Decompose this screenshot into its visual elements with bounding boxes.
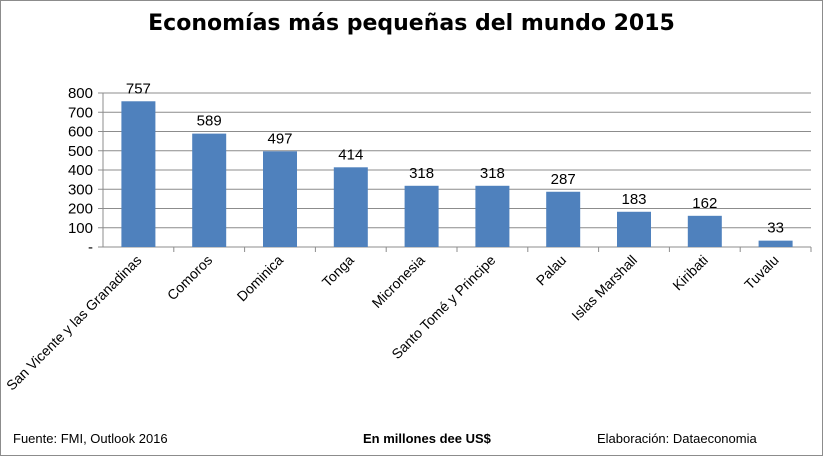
chart-title: Economías más pequeñas del mundo 2015 xyxy=(148,11,675,36)
bar xyxy=(687,215,722,247)
y-tick-label: 200 xyxy=(68,201,93,218)
category-label: Tonga xyxy=(319,252,357,290)
y-tick-label: 500 xyxy=(68,143,93,160)
bar xyxy=(121,101,156,247)
category-label: Kiribati xyxy=(669,252,711,294)
category-label: Islas Marshall xyxy=(568,252,640,324)
bar xyxy=(263,151,297,247)
bar-value-label: 33 xyxy=(767,220,784,237)
bar xyxy=(758,240,793,247)
bar-value-label: 183 xyxy=(621,191,646,208)
category-label: Palau xyxy=(533,252,570,289)
bar xyxy=(546,191,581,247)
bar xyxy=(192,133,227,247)
bar xyxy=(333,167,368,247)
bar-value-label: 757 xyxy=(126,80,151,97)
category-label: Tuvalu xyxy=(741,252,782,293)
y-tick-label: 600 xyxy=(68,124,93,141)
y-tick-label: 300 xyxy=(68,181,93,198)
y-tick-label: 400 xyxy=(68,162,93,179)
y-tick-label: - xyxy=(88,239,93,256)
category-label: Comoros xyxy=(164,252,215,303)
units-note: En millones dee US$ xyxy=(363,431,491,446)
bar-value-label: 497 xyxy=(267,130,292,147)
bar-value-label: 162 xyxy=(692,195,717,212)
bar-value-label: 414 xyxy=(338,146,363,163)
bar xyxy=(404,185,439,247)
bar xyxy=(617,211,651,247)
category-label: Dominica xyxy=(234,252,287,305)
bar xyxy=(475,185,510,247)
source-note: Fuente: FMI, Outlook 2016 xyxy=(13,431,168,446)
bar-value-label: 318 xyxy=(409,165,434,182)
bar-value-label: 318 xyxy=(480,165,505,182)
credit-note: Elaboración: Dataeconomia xyxy=(597,431,757,446)
y-tick-label: 100 xyxy=(68,220,93,237)
category-label: San Vicente y las Granadinas xyxy=(3,252,145,394)
bar-value-label: 589 xyxy=(197,113,222,130)
y-tick-label: 800 xyxy=(68,85,93,102)
bar-value-label: 287 xyxy=(551,171,576,188)
category-label: Micronesia xyxy=(369,252,428,311)
y-tick-label: 700 xyxy=(68,104,93,121)
